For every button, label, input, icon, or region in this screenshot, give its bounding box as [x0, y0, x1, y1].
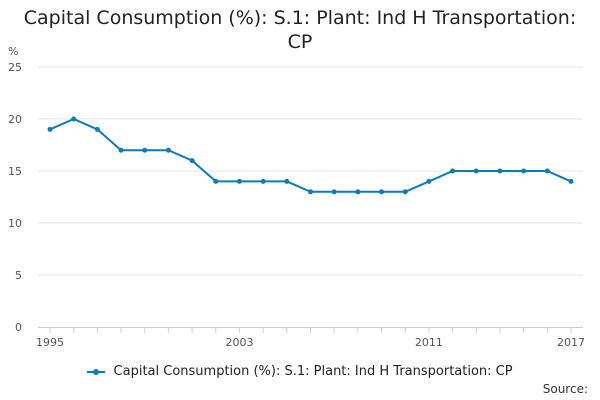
data-point	[544, 168, 550, 174]
y-tick-label: 5	[15, 269, 22, 282]
legend: Capital Consumption (%): S.1: Plant: Ind…	[0, 364, 600, 379]
data-point	[426, 178, 432, 184]
chart-title-line-1: Capital Consumption (%): S.1: Plant: Ind…	[23, 7, 577, 29]
chart-title: Capital Consumption (%): S.1: Plant: Ind…	[0, 6, 600, 54]
data-point	[331, 189, 337, 195]
legend-label: Capital Consumption (%): S.1: Plant: Ind…	[113, 364, 513, 379]
y-tick-label: 10	[8, 217, 22, 230]
x-tick-label: 1995	[36, 336, 64, 349]
data-point	[497, 168, 503, 174]
source-label: Source:	[542, 382, 588, 396]
legend-swatch-marker	[93, 368, 100, 375]
data-point	[450, 168, 456, 174]
data-point	[47, 126, 53, 132]
axes: 0 5 10 15 20 25% 1995 2003 2011 2017	[8, 45, 585, 349]
data-point	[379, 189, 385, 195]
y-tick-label: 0	[15, 321, 22, 334]
data-point	[165, 147, 171, 153]
data-point	[355, 189, 361, 195]
data-point	[260, 178, 266, 184]
data-point	[236, 178, 242, 184]
data-point	[568, 178, 574, 184]
x-tick-label: 2011	[415, 336, 443, 349]
data-point	[94, 126, 100, 132]
y-tick-label: 20	[8, 113, 22, 126]
data-point	[473, 168, 479, 174]
data-point	[213, 178, 219, 184]
y-tick-label: 25	[8, 61, 22, 74]
series-line	[49, 117, 572, 193]
series-layer	[47, 116, 574, 195]
data-point	[402, 189, 408, 195]
data-point	[521, 168, 527, 174]
x-tick-label: 2017	[557, 336, 585, 349]
y-axis-label: %	[8, 45, 18, 58]
data-point	[142, 147, 148, 153]
legend-swatch	[87, 367, 106, 377]
chart-title-line-2: CP	[287, 31, 313, 53]
data-point	[284, 178, 290, 184]
data-point	[189, 158, 195, 164]
y-tick-label: 15	[8, 165, 22, 178]
x-tick-label: 2003	[225, 336, 253, 349]
data-point	[71, 116, 77, 122]
data-point	[308, 189, 313, 195]
data-point	[118, 147, 124, 153]
